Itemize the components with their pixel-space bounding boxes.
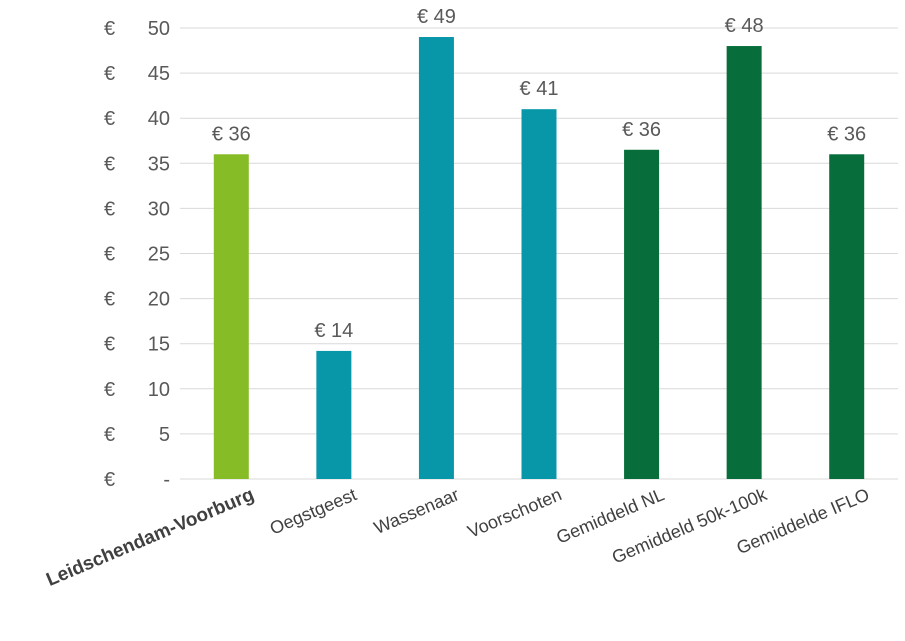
bars [213, 37, 865, 480]
y-tick-label: €25 [104, 244, 170, 266]
category-label: Wassenaar [371, 484, 462, 538]
y-tick-label: €45 [104, 63, 170, 85]
bar [726, 46, 762, 479]
data-label: € 48 [725, 15, 764, 37]
bar [829, 154, 865, 479]
y-tick-label: €35 [104, 153, 170, 175]
category-label: Voorschoten [465, 484, 565, 542]
data-labels: € 36 € 14 € 49 € 41 € 36 € 48 € 36 [212, 6, 866, 342]
bar [624, 149, 660, 479]
data-label: € 49 [417, 6, 456, 28]
data-label: € 36 [622, 119, 661, 141]
data-label: € 14 [314, 320, 353, 342]
bar [418, 37, 454, 480]
category-label: Leidschendam-Voorburg [43, 484, 257, 591]
y-tick-label: €15 [104, 334, 170, 356]
x-axis-category-labels: Leidschendam-Voorburg Oegstgeest Wassenaar… [43, 484, 872, 591]
category-label: Oegstgeest [267, 484, 360, 538]
data-label: € 36 [827, 123, 866, 145]
y-tick-label: €5 [104, 424, 170, 446]
y-tick-label: €20 [104, 289, 170, 311]
y-tick-label: €50 [104, 18, 170, 40]
y-axis-tick-labels: € - € 5 € 10 € 15 € 20 € 25 € 30 € 35 € 40 € 45 € 50 [104, 18, 170, 491]
bar [316, 350, 352, 479]
y-tick-label: €10 [104, 379, 170, 401]
y-tick-label: €40 [104, 108, 170, 130]
y-tick-label: €30 [104, 198, 170, 220]
bar [521, 109, 557, 480]
y-tick-label: € - [104, 469, 170, 491]
data-label: € 36 [212, 123, 251, 145]
data-label: € 41 [520, 78, 559, 100]
bar [213, 154, 249, 479]
